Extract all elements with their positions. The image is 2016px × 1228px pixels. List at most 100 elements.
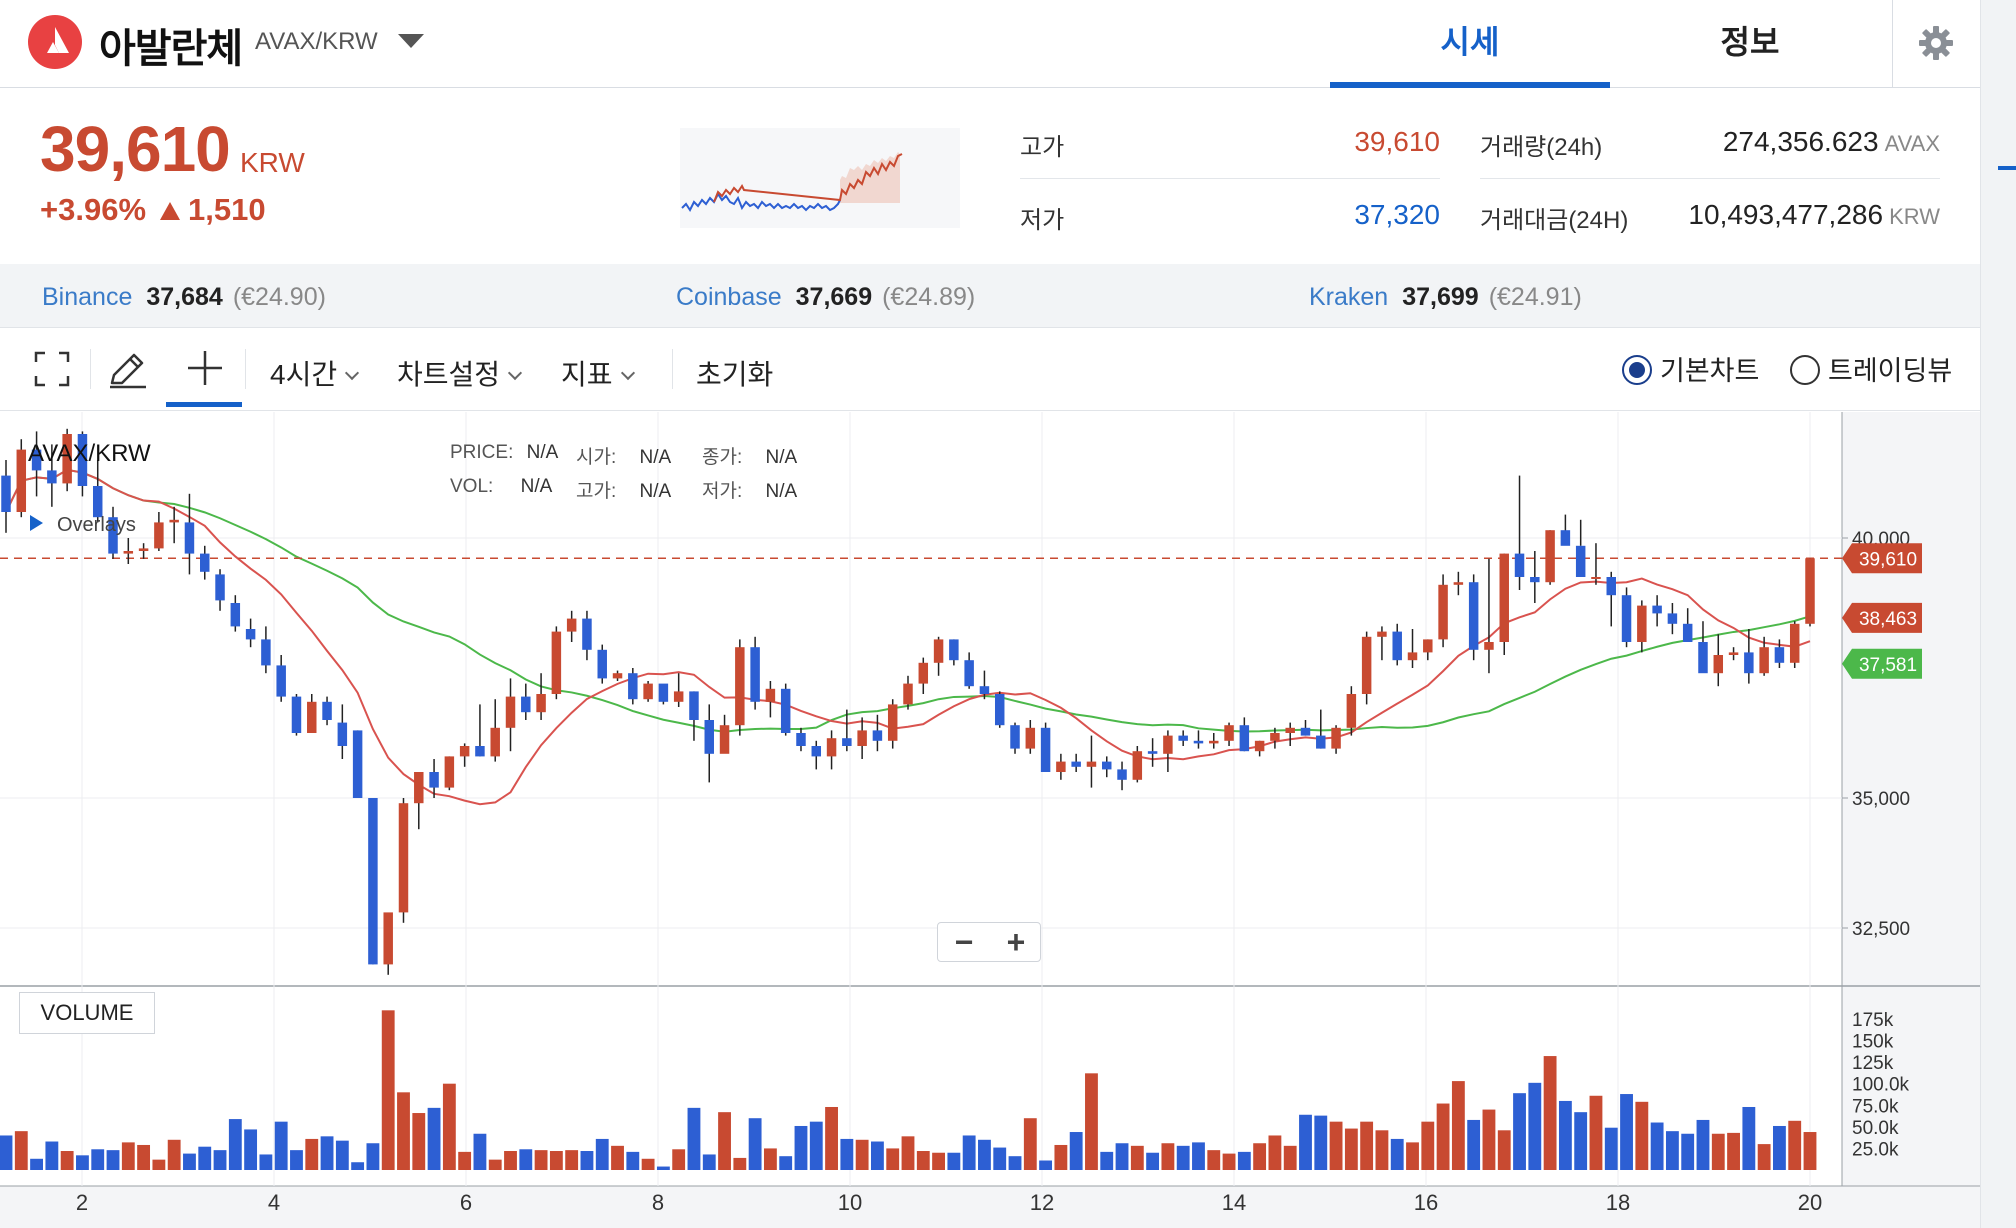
zoom-in-button[interactable]: + (1006, 924, 1026, 960)
volume-bar (1085, 1073, 1098, 1170)
candlestick-chart[interactable]: 2 4 6 8 10 12 14 16 18 2040,00035,00032,500175k15… (0, 412, 1980, 1228)
x-tick-label: 16 (1414, 1190, 1438, 1215)
ohlc-volume: VOL: N/A (450, 476, 552, 498)
interval-dropdown[interactable]: 4시간 (270, 353, 360, 393)
candle-body (1667, 613, 1678, 624)
vol-key: VOL: (450, 476, 494, 497)
volume-bar (855, 1139, 869, 1170)
chart-pair-title: AVAX/KRW (28, 440, 151, 467)
candle-body (230, 603, 241, 627)
candle-body (505, 696, 516, 728)
price-tag (1842, 648, 1922, 679)
zoom-out-button[interactable]: − (954, 924, 974, 960)
candle-body (1361, 636, 1372, 694)
open-key: 시가: (576, 447, 617, 468)
moving-average-short-line (5, 468, 1811, 806)
candle-body (582, 618, 592, 650)
candle-body (918, 662, 929, 684)
fullscreen-button[interactable] (34, 351, 70, 392)
low-key: 저가: (702, 481, 743, 502)
volume-bar (259, 1154, 273, 1170)
draw-button[interactable] (106, 349, 148, 396)
settings-button[interactable] (1892, 0, 1980, 88)
pair-dropdown-chevron-icon[interactable] (398, 34, 424, 48)
high-key: 고가: (576, 481, 617, 502)
volume-bar (733, 1157, 747, 1170)
candle-body (291, 696, 302, 733)
exchange-name[interactable]: Binance (42, 283, 133, 311)
candle-body (444, 756, 455, 788)
coin-name: 아발란체 (99, 27, 243, 71)
volume-tick-label: 50.0k (1852, 1118, 1899, 1139)
volume-bar (1681, 1133, 1695, 1170)
volume-bar (1115, 1143, 1129, 1170)
x-tick-label: 18 (1606, 1190, 1630, 1215)
volume-bar (198, 1146, 212, 1170)
amount-label: 거래대금(24H) (1480, 207, 1629, 234)
volume-bar (351, 1162, 365, 1170)
exchange-kraken: Kraken 37,699 (€24.91) (1309, 283, 1582, 312)
candle-body (1056, 761, 1066, 772)
page-scrollbar[interactable] (1980, 0, 2016, 1228)
x-tick-label: 4 (268, 1190, 280, 1215)
change-percent: +3.96% (40, 192, 147, 227)
crosshair-button[interactable] (186, 349, 224, 392)
candle-body (964, 660, 974, 687)
y-tick-label: 35,000 (1852, 789, 1910, 810)
overlays-toggle[interactable]: Overlays (30, 514, 136, 537)
candle-body (1025, 727, 1036, 749)
candle-body (628, 673, 638, 700)
volume-bar (305, 1138, 319, 1170)
volume-bar (1757, 1144, 1771, 1170)
candle-body (414, 772, 424, 804)
basic-chart-radio[interactable]: 기본차트 (1622, 349, 1759, 388)
candle-body (704, 720, 714, 754)
volume-bar (504, 1151, 517, 1170)
volume-bar (565, 1150, 579, 1170)
volume-bar (60, 1151, 74, 1170)
volume-bar (1023, 1118, 1037, 1170)
divider (90, 349, 91, 389)
volume-bar (1222, 1153, 1236, 1170)
tab-info[interactable]: 정보 (1720, 24, 1780, 60)
mini-price-chart (680, 128, 960, 228)
radio-empty-icon (1790, 354, 1820, 385)
candle-body (765, 688, 776, 702)
volume-bar (718, 1112, 731, 1170)
candle-body (597, 649, 607, 679)
candle-body (1575, 545, 1586, 577)
candle-body (352, 730, 363, 798)
volume-bar (1574, 1112, 1588, 1170)
pencil-icon (110, 353, 146, 389)
volume-bar (1344, 1128, 1358, 1170)
exchange-name[interactable]: Coinbase (676, 283, 782, 311)
chart-settings-dropdown[interactable]: 차트설정 (397, 353, 523, 393)
volume-bar (1161, 1143, 1175, 1170)
reset-button[interactable]: 초기화 (696, 359, 774, 390)
ohlc-price: PRICE: N/A (450, 442, 558, 464)
exchange-eur: (€24.90) (232, 283, 326, 311)
volume-bar (183, 1153, 196, 1170)
volume-bar (320, 1136, 334, 1170)
chevron-down-icon (345, 365, 360, 381)
exchange-price-bar: Binance 37,684 (€24.90) Coinbase 37,669 (€24… (0, 264, 1980, 328)
candle-body (1652, 605, 1662, 614)
tradingview-radio[interactable]: 트레이딩뷰 (1790, 349, 1952, 388)
indicators-dropdown[interactable]: 지표 (561, 353, 635, 393)
candle-body (1086, 761, 1097, 767)
candle-body (1637, 605, 1647, 642)
candle-body (1178, 735, 1188, 741)
volume-bar (1788, 1120, 1802, 1170)
volume-bar (1482, 1109, 1496, 1170)
tab-price[interactable]: 시세 (1330, 0, 1610, 88)
candle-body (994, 694, 1005, 726)
volume-bar (932, 1152, 945, 1170)
candle-body (1499, 553, 1509, 642)
volume-bar (1008, 1156, 1022, 1170)
candle-body (1759, 647, 1769, 674)
divider (672, 349, 673, 389)
volume-tick-label: 125k (1852, 1053, 1894, 1074)
exchange-name[interactable]: Kraken (1309, 283, 1389, 311)
candle-body (200, 553, 210, 572)
candle-body (322, 701, 332, 720)
